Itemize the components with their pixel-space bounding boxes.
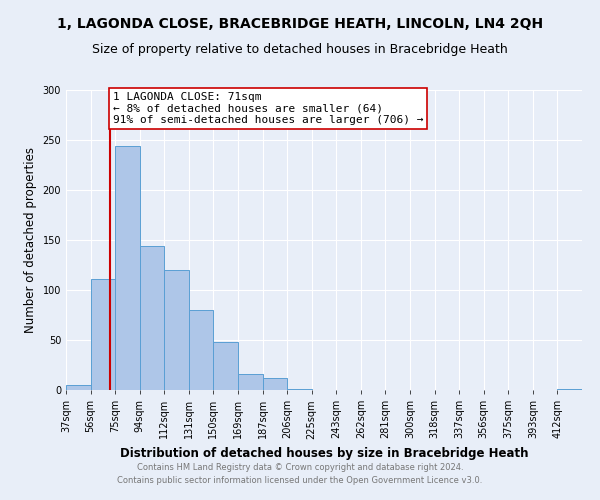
Bar	[140, 246, 164, 390]
Bar	[189, 310, 214, 390]
Y-axis label: Number of detached properties: Number of detached properties	[24, 147, 37, 333]
Text: Size of property relative to detached houses in Bracebridge Heath: Size of property relative to detached ho…	[92, 42, 508, 56]
Bar	[287, 389, 312, 390]
X-axis label: Distribution of detached houses by size in Bracebridge Heath: Distribution of detached houses by size …	[120, 447, 528, 460]
Text: Contains public sector information licensed under the Open Government Licence v3: Contains public sector information licen…	[118, 476, 482, 485]
Bar	[164, 270, 189, 390]
Text: 1, LAGONDA CLOSE, BRACEBRIDGE HEATH, LINCOLN, LN4 2QH: 1, LAGONDA CLOSE, BRACEBRIDGE HEATH, LIN…	[57, 18, 543, 32]
Text: 1 LAGONDA CLOSE: 71sqm
← 8% of detached houses are smaller (64)
91% of semi-deta: 1 LAGONDA CLOSE: 71sqm ← 8% of detached …	[113, 92, 424, 125]
Bar	[91, 279, 115, 390]
Bar	[214, 342, 238, 390]
Bar	[557, 389, 582, 390]
Bar	[238, 374, 263, 390]
Bar	[263, 378, 287, 390]
Bar	[115, 146, 140, 390]
Bar	[66, 385, 91, 390]
Text: Contains HM Land Registry data © Crown copyright and database right 2024.: Contains HM Land Registry data © Crown c…	[137, 464, 463, 472]
